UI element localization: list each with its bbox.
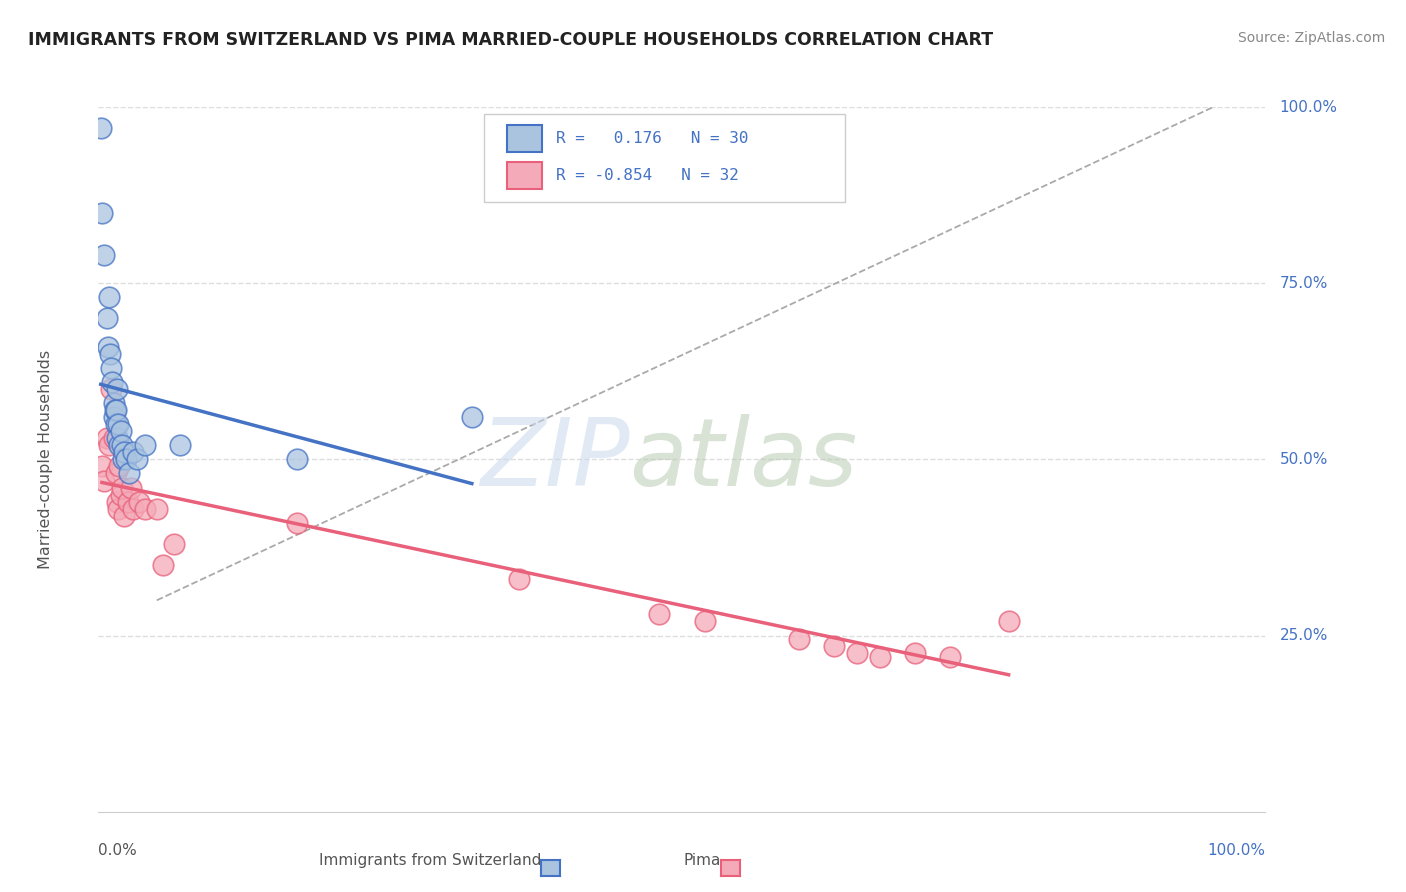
- Point: [96, 431, 118, 445]
- Text: 75.0%: 75.0%: [1279, 276, 1327, 291]
- Point: [90, 121, 112, 136]
- Point: [939, 649, 962, 664]
- Text: 0.0%: 0.0%: [98, 844, 138, 858]
- Point: [508, 572, 530, 586]
- Point: [112, 445, 135, 459]
- Point: [152, 558, 174, 573]
- Text: Married-couple Households: Married-couple Households: [38, 350, 53, 569]
- Text: 50.0%: 50.0%: [1279, 452, 1327, 467]
- Text: atlas: atlas: [630, 414, 858, 505]
- Point: [96, 311, 118, 326]
- Point: [120, 481, 142, 495]
- Text: 25.0%: 25.0%: [1279, 628, 1327, 643]
- Point: [118, 467, 141, 481]
- Text: R =   0.176   N = 30: R = 0.176 N = 30: [555, 131, 748, 146]
- Point: [107, 501, 129, 516]
- Point: [98, 346, 121, 360]
- FancyBboxPatch shape: [484, 114, 845, 202]
- Point: [112, 508, 135, 523]
- Point: [461, 410, 484, 425]
- Point: [111, 481, 134, 495]
- Point: [115, 452, 138, 467]
- Point: [97, 290, 120, 304]
- Point: [101, 375, 124, 389]
- Point: [997, 615, 1019, 629]
- Point: [111, 452, 134, 467]
- Point: [105, 494, 128, 508]
- Point: [104, 403, 127, 417]
- Point: [108, 438, 131, 452]
- Point: [146, 501, 169, 516]
- Point: [695, 615, 717, 629]
- FancyBboxPatch shape: [508, 126, 541, 153]
- Point: [285, 452, 308, 467]
- Point: [108, 459, 131, 474]
- Text: R = -0.854   N = 32: R = -0.854 N = 32: [555, 168, 738, 183]
- Point: [103, 431, 125, 445]
- Point: [163, 537, 186, 551]
- Point: [110, 424, 132, 438]
- Point: [104, 417, 127, 431]
- Point: [93, 474, 115, 488]
- Point: [100, 382, 122, 396]
- Point: [285, 516, 308, 530]
- Point: [104, 467, 127, 481]
- Point: [100, 360, 122, 375]
- FancyBboxPatch shape: [508, 162, 541, 189]
- Point: [97, 438, 120, 452]
- Point: [97, 340, 120, 354]
- Point: [117, 494, 139, 508]
- Text: 100.0%: 100.0%: [1208, 844, 1265, 858]
- Text: 100.0%: 100.0%: [1279, 100, 1337, 114]
- Point: [787, 632, 810, 646]
- Point: [105, 431, 128, 445]
- Point: [90, 205, 112, 219]
- Point: [105, 382, 128, 396]
- Text: IMMIGRANTS FROM SWITZERLAND VS PIMA MARRIED-COUPLE HOUSEHOLDS CORRELATION CHART: IMMIGRANTS FROM SWITZERLAND VS PIMA MARR…: [28, 31, 993, 49]
- Point: [846, 646, 869, 660]
- Point: [103, 410, 125, 425]
- Point: [134, 501, 156, 516]
- Point: [169, 438, 191, 452]
- Point: [107, 417, 129, 431]
- Point: [122, 501, 145, 516]
- Point: [110, 487, 132, 501]
- Point: [125, 452, 148, 467]
- Text: Immigrants from Switzerland: Immigrants from Switzerland: [319, 854, 541, 868]
- Point: [104, 403, 127, 417]
- Point: [122, 445, 145, 459]
- Point: [93, 248, 115, 262]
- Point: [869, 649, 891, 664]
- Point: [647, 607, 669, 622]
- Text: Pima: Pima: [683, 854, 721, 868]
- Point: [90, 459, 112, 474]
- Point: [904, 646, 927, 660]
- Point: [103, 396, 125, 410]
- Point: [111, 438, 134, 452]
- Text: ZIP: ZIP: [479, 414, 630, 505]
- Point: [134, 438, 156, 452]
- Point: [823, 639, 845, 653]
- Text: Source: ZipAtlas.com: Source: ZipAtlas.com: [1237, 31, 1385, 45]
- Point: [128, 494, 150, 508]
